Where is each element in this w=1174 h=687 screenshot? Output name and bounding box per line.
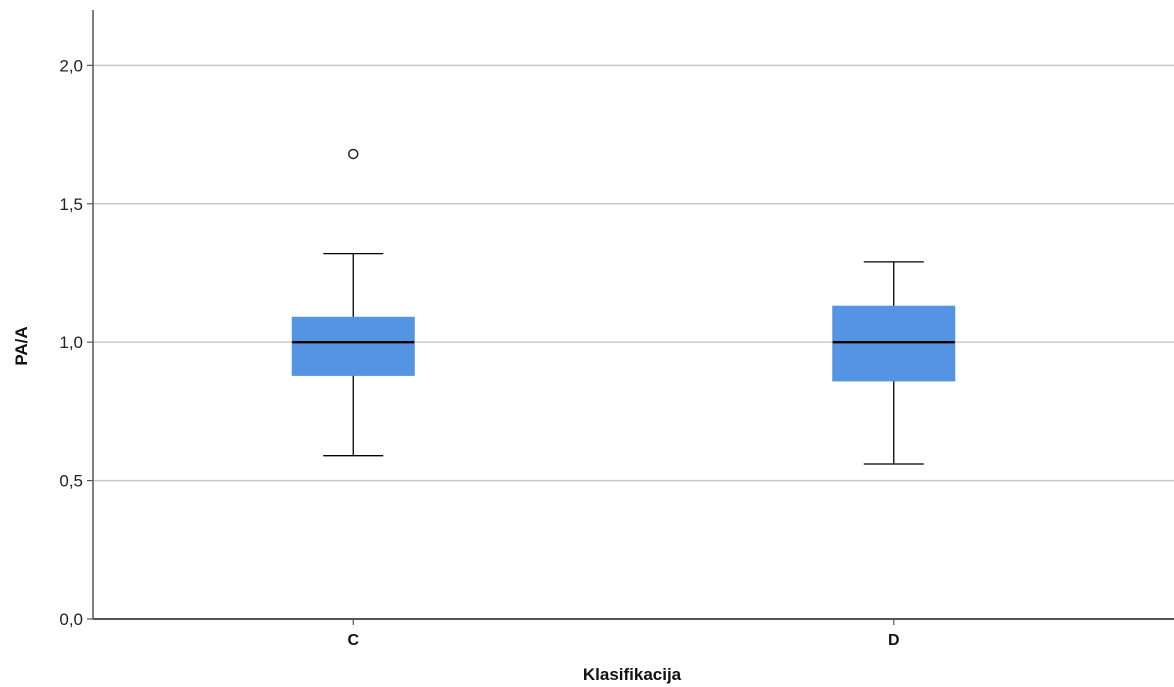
y-tick-label: 1,5	[59, 195, 83, 214]
gridlines	[93, 64, 1174, 482]
iqr-box	[832, 305, 956, 382]
y-tick-labels: 0,0 0,5 1,0 1,5 2,0	[59, 56, 83, 629]
y-tick-label: 0,0	[59, 610, 83, 629]
outlier-point	[348, 148, 359, 160]
y-axis-title: PA/A	[12, 326, 31, 365]
axes	[87, 10, 1174, 625]
boxes	[291, 148, 956, 465]
y-tick-label: 1,0	[59, 333, 83, 352]
x-tick-label: D	[888, 632, 900, 649]
box-C	[291, 148, 415, 457]
y-tick-label: 2,0	[59, 56, 83, 75]
x-axis-title: Klasifikacija	[583, 665, 682, 684]
x-tick-label: C	[347, 632, 359, 649]
iqr-box	[291, 316, 415, 376]
box-D	[832, 261, 956, 465]
y-tick-label: 0,5	[59, 472, 83, 491]
